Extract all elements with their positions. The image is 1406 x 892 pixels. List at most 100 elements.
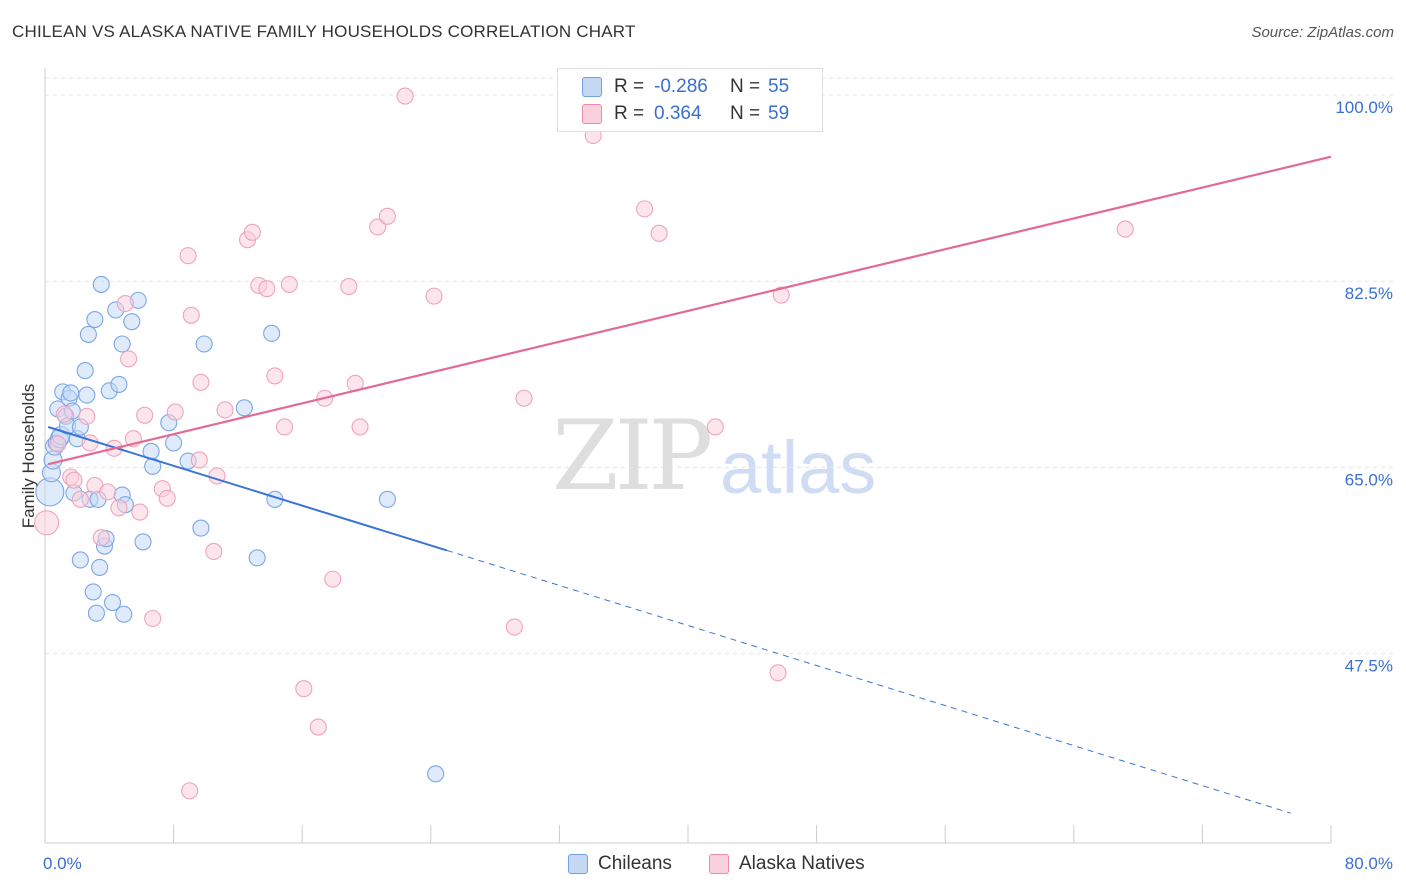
legend-row-chileans: R = -0.286 N = 55 [582, 75, 789, 99]
alaska-native-point [369, 218, 387, 236]
chilean-point [110, 375, 128, 393]
legend-r-label: R = [614, 76, 645, 97]
chilean-point [263, 324, 281, 342]
alaska-native-point [650, 224, 668, 242]
alaska-native-point [34, 510, 60, 536]
alaska-native-point [772, 286, 790, 304]
alaska-native-point [131, 503, 149, 521]
alaska-native-point [65, 471, 83, 489]
alaska-native-point [340, 277, 358, 296]
alaska-native-point [1116, 220, 1134, 238]
alaska-native-point [309, 718, 327, 736]
alaska-native-point [351, 418, 369, 436]
alaska-native-point [505, 618, 523, 636]
alaska-native-point [258, 280, 276, 298]
alaska-native-point [396, 87, 414, 105]
chilean-point [378, 490, 396, 508]
alaska-native-point [120, 350, 138, 368]
chilean-point [195, 335, 213, 353]
bottom-legend-label-alaska-natives: Alaska Natives [739, 853, 865, 874]
legend-row-alaska-natives: R = 0.364 N = 59 [582, 102, 789, 126]
alaska-native-point [425, 287, 443, 305]
alaska-native-point [166, 403, 184, 421]
alaska-native-point [515, 389, 533, 407]
legend-n-value: 59 [768, 103, 790, 124]
alaska-native-point [190, 451, 208, 469]
y-tick-label: 100.0% [1335, 98, 1393, 117]
chilean-point [113, 335, 131, 353]
alaska-native-point [99, 483, 117, 501]
watermark-zip: ZIP [552, 400, 713, 512]
chilean-point [134, 533, 152, 551]
bottom-legend-alaska-natives: Alaska Natives [709, 852, 865, 876]
alaska-native-point [266, 367, 284, 385]
alaska-native-point [192, 373, 210, 391]
chilean-point [76, 362, 94, 380]
y-tick-label: 82.5% [1345, 284, 1393, 303]
bottom-legend-swatch-alaska-natives [709, 854, 729, 874]
alaska-native-point [55, 405, 73, 423]
alaska-native-point [243, 223, 261, 241]
chilean-point [91, 558, 109, 576]
legend-swatch-alaska-natives [582, 104, 602, 124]
alaska-native-point [378, 207, 396, 225]
alaska-native-point [158, 489, 176, 507]
chilean-point [87, 604, 105, 622]
chilean-point [79, 325, 97, 343]
stats-legend: R = -0.286 N = 55 R = 0.364 N = 59 [557, 68, 823, 132]
alaska-native-point [92, 529, 110, 547]
alaska-native-point [324, 570, 342, 588]
alaska-native-point [116, 295, 134, 313]
alaska-native-point [136, 406, 154, 424]
alaska-native-point [280, 275, 298, 293]
chilean-point [71, 551, 89, 569]
chilean-point [84, 583, 102, 601]
alaska-native-point [636, 200, 654, 218]
alaska-native-point [110, 499, 128, 517]
legend-r-value: 0.364 [654, 103, 702, 124]
chilean-point [427, 765, 445, 783]
alaska-native-point [182, 306, 200, 324]
bottom-legend-swatch-chileans [568, 854, 588, 874]
chilean-point [78, 386, 96, 404]
chilean-point [103, 593, 122, 612]
chilean-trend-extension [446, 549, 1291, 814]
alaska-native-trend-line [47, 155, 1332, 466]
legend-swatch-chileans [582, 77, 602, 97]
legend-r-label: R = [614, 103, 645, 124]
legend-n-label: N = [730, 76, 761, 97]
chilean-point [248, 549, 266, 567]
chilean-point [165, 434, 183, 452]
alaska-native-point [769, 664, 787, 682]
alaska-native-point [706, 418, 724, 436]
chilean-point [123, 313, 141, 331]
legend-r-value: -0.286 [654, 76, 708, 97]
chilean-point [92, 275, 110, 293]
chilean-point [86, 310, 104, 329]
alaska-native-point [71, 490, 89, 508]
bottom-legend-label-chileans: Chileans [598, 853, 672, 874]
source-credit: Source: ZipAtlas.com [1251, 24, 1394, 41]
chilean-point [192, 519, 210, 537]
x-tick-label-left: 0.0% [43, 854, 82, 873]
y-axis-label: Family Households [19, 383, 38, 529]
alaska-native-point [49, 435, 67, 453]
y-tick-label: 47.5% [1345, 657, 1393, 676]
chilean-point [235, 399, 253, 417]
legend-n-value: 55 [768, 76, 790, 97]
alaska-native-point [275, 418, 294, 436]
legend-n-label: N = [730, 103, 761, 124]
alaska-native-point [205, 542, 223, 561]
y-tick-label: 65.0% [1345, 470, 1393, 489]
chilean-point [62, 384, 80, 402]
alaska-native-point [179, 247, 197, 265]
x-tick-label-right: 80.0% [1345, 854, 1393, 873]
alaska-native-point [295, 680, 313, 698]
chilean-point [115, 605, 133, 623]
alaska-native-point [181, 782, 199, 800]
alaska-native-point [216, 401, 234, 419]
chart-title: CHILEAN VS ALASKA NATIVE FAMILY HOUSEHOL… [12, 22, 636, 41]
bottom-legend-chileans: Chileans [568, 852, 672, 876]
alaska-native-point [78, 407, 96, 425]
